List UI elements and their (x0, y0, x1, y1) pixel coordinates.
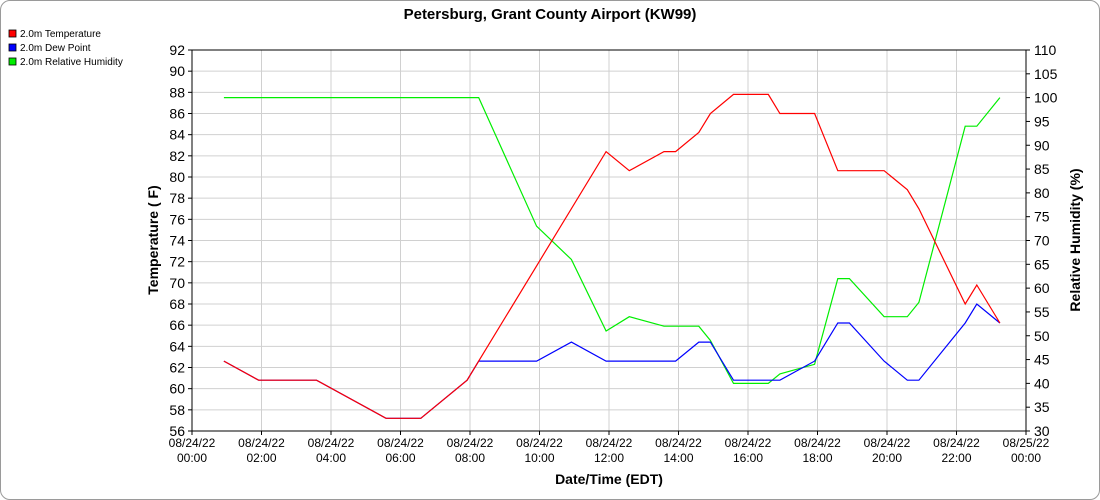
y-left-tick-label: 56 (169, 423, 185, 439)
x-tick-label-time: 14:00 (663, 451, 693, 465)
legend: 2.0m Temperature 2.0m Dew Point 2.0m Relat… (8, 29, 123, 68)
y-left-tick-label: 78 (169, 190, 185, 206)
y-right-tick-label: 75 (1034, 209, 1050, 225)
y-right-tick-label: 110 (1034, 42, 1057, 58)
legend-label: 2.0m Dew Point (20, 43, 91, 54)
series-line-2-0m-relative-humidity (223, 96, 1001, 384)
y-left-tick-label: 64 (169, 338, 185, 354)
y-left-tick-label: 82 (169, 148, 185, 164)
y-right-tick-label: 60 (1034, 280, 1050, 296)
y-left-tick-label: 58 (169, 402, 185, 418)
y-right-tick-label: 100 (1034, 90, 1058, 106)
x-axis-ticks: 08/24/2200:0008/24/2202:0008/24/2204:000… (169, 431, 1050, 465)
y-left-tick-label: 90 (169, 63, 185, 79)
x-tick-label-date: 08/24/22 (725, 436, 772, 450)
x-tick-label-date: 08/24/22 (447, 436, 494, 450)
y-axis-left-ticks: 56 58 60 62 64 66 68 70 72 74 76 78 80 82 84 86 88 90 92 (169, 42, 192, 439)
legend-label: 2.0m Temperature (20, 29, 101, 40)
y-left-tick-label: 74 (169, 233, 185, 249)
legend-swatch (8, 57, 17, 66)
legend-label: 2.0m Relative Humidity (20, 57, 123, 68)
x-tick-label-date: 08/25/22 (1003, 436, 1050, 450)
y-axis-right-title: Relative Humidity (%) (1067, 168, 1083, 311)
x-tick-label-time: 10:00 (524, 451, 554, 465)
y-left-tick-label: 84 (169, 127, 185, 143)
y-right-tick-label: 105 (1034, 66, 1058, 82)
chart-title: Petersburg, Grant County Airport (KW99) (404, 6, 697, 23)
x-tick-label-time: 06:00 (385, 451, 415, 465)
x-tick-label-date: 08/24/22 (308, 436, 355, 450)
y-left-tick-label: 92 (169, 42, 185, 58)
x-axis-title: Date/Time (EDT) (555, 471, 663, 487)
x-tick-label-date: 08/24/22 (586, 436, 633, 450)
y-axis-left-title: Temperature ( F) (145, 185, 161, 294)
x-tick-label-date: 08/24/22 (169, 436, 216, 450)
x-tick-label-date: 08/24/22 (864, 436, 911, 450)
x-tick-label-time: 20:00 (872, 451, 902, 465)
y-right-tick-label: 80 (1034, 185, 1050, 201)
x-tick-label-date: 08/24/22 (933, 436, 980, 450)
x-tick-label-time: 18:00 (802, 451, 832, 465)
series-line-2-0m-dew-point (223, 303, 1001, 419)
y-right-tick-label: 50 (1034, 328, 1050, 344)
y-right-tick-label: 35 (1034, 399, 1050, 415)
y-left-tick-label: 62 (169, 360, 185, 376)
legend-swatch (8, 29, 17, 38)
y-right-tick-label: 40 (1034, 375, 1050, 391)
x-tick-label-time: 22:00 (941, 451, 971, 465)
y-left-tick-label: 70 (169, 275, 185, 291)
y-right-tick-label: 90 (1034, 137, 1050, 153)
x-tick-label-date: 08/24/22 (794, 436, 841, 450)
x-tick-label-time: 02:00 (246, 451, 276, 465)
x-tick-label-time: 12:00 (594, 451, 624, 465)
y-right-tick-label: 85 (1034, 161, 1050, 177)
y-left-tick-label: 88 (169, 84, 185, 100)
y-right-tick-label: 70 (1034, 233, 1050, 249)
y-left-tick-label: 60 (169, 381, 185, 397)
y-right-tick-label: 30 (1034, 423, 1050, 439)
x-tick-label-date: 08/24/22 (516, 436, 563, 450)
legend-swatch (8, 43, 17, 52)
x-tick-label-time: 16:00 (733, 451, 763, 465)
y-left-tick-label: 80 (169, 169, 185, 185)
x-tick-label-date: 08/24/22 (238, 436, 285, 450)
x-tick-label-time: 08:00 (455, 451, 485, 465)
y-axis-right-ticks: 30 35 40 45 50 55 60 65 70 75 80 85 90 95 100 105 110 (1026, 42, 1058, 439)
grid (191, 49, 1027, 432)
y-right-tick-label: 65 (1034, 256, 1050, 272)
y-left-tick-label: 68 (169, 296, 185, 312)
x-tick-label-time: 00:00 (177, 451, 207, 465)
x-tick-label-time: 00:00 (1011, 451, 1041, 465)
x-tick-label-time: 04:00 (316, 451, 346, 465)
x-tick-label-date: 08/24/22 (655, 436, 702, 450)
y-left-tick-label: 66 (169, 317, 185, 333)
y-left-tick-label: 72 (169, 254, 185, 270)
series-line-2-0m-temperature (223, 93, 1001, 419)
y-right-tick-label: 95 (1034, 113, 1050, 129)
y-left-tick-label: 86 (169, 106, 185, 122)
y-right-tick-label: 45 (1034, 352, 1050, 368)
x-tick-label-date: 08/24/22 (377, 436, 424, 450)
y-right-tick-label: 55 (1034, 304, 1050, 320)
y-left-tick-label: 76 (169, 211, 185, 227)
series-layer (223, 93, 1001, 419)
